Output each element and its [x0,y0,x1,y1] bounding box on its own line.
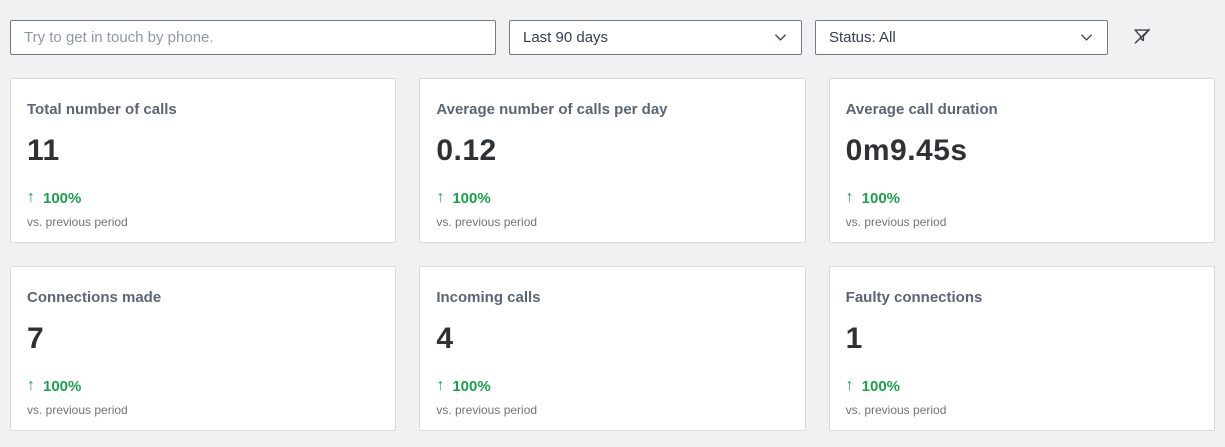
clear-filters-button[interactable] [1123,20,1161,55]
card-value: 11 [27,134,60,167]
stat-card-avg-call-duration: Average call duration 0m9.45s ↑ 100% vs.… [828,78,1215,243]
stat-card-faulty-connections: Faulty connections 1 ↑ 100% vs. previous… [828,266,1215,431]
trend-up-icon: ↑ [27,189,35,206]
card-title: Faulty connections [845,289,983,306]
trend-up-icon: ↑ [436,189,445,206]
status-dropdown[interactable]: Status: All [815,20,1108,55]
trend-up-icon: ↑ [845,377,854,394]
card-title: Total number of calls [27,101,177,118]
card-change: ↑ 100% [27,377,379,395]
change-percent: 100% [452,377,491,395]
card-value: 0m9.45s [845,134,968,167]
stats-grid: Total number of calls 11 ↑ 100% vs. prev… [10,78,1215,431]
change-percent: 100% [43,377,82,395]
card-change: ↑ 100% [436,189,788,207]
status-value: Status: All [829,29,896,46]
card-title: Average call duration [845,101,998,118]
date-range-value: Last 90 days [523,29,609,46]
change-percent: 100% [861,377,901,395]
card-change: ↑ 100% [27,189,379,207]
comparison-label: vs. previous period [436,215,538,229]
stat-card-avg-calls-per-day: Average number of calls per day 0.12 ↑ 1… [419,78,806,243]
card-value: 7 [27,322,45,355]
change-percent: 100% [861,189,901,207]
search-input[interactable] [10,20,496,55]
comparison-label: vs. previous period [845,403,947,417]
comparison-label: vs. previous period [27,215,128,229]
stat-card-incoming-calls: Incoming calls 4 ↑ 100% vs. previous per… [419,266,806,431]
filter-off-icon [1131,25,1153,50]
trend-up-icon: ↑ [27,377,35,394]
card-change: ↑ 100% [436,377,788,395]
card-change: ↑ 100% [846,189,1198,207]
card-title: Average number of calls per day [436,101,668,118]
comparison-label: vs. previous period [845,215,947,229]
dashboard-page: Last 90 days Status: All [10,20,1215,431]
comparison-label: vs. previous period [27,403,128,417]
stat-card-connections-made: Connections made 7 ↑ 100% vs. previous p… [10,266,397,431]
card-value: 1 [845,322,863,355]
change-percent: 100% [452,189,491,207]
chevron-down-icon [773,30,788,45]
card-value: 4 [436,322,454,355]
card-title: Connections made [27,289,162,306]
change-percent: 100% [43,189,82,207]
card-title: Incoming calls [436,289,541,306]
trend-up-icon: ↑ [436,377,445,394]
card-change: ↑ 100% [846,377,1198,395]
filter-toolbar: Last 90 days Status: All [10,20,1215,55]
chevron-down-icon [1079,30,1094,45]
card-value: 0.12 [436,134,497,167]
date-range-dropdown[interactable]: Last 90 days [509,20,802,55]
stat-card-total-calls: Total number of calls 11 ↑ 100% vs. prev… [10,78,397,243]
comparison-label: vs. previous period [436,403,538,417]
trend-up-icon: ↑ [845,189,854,206]
